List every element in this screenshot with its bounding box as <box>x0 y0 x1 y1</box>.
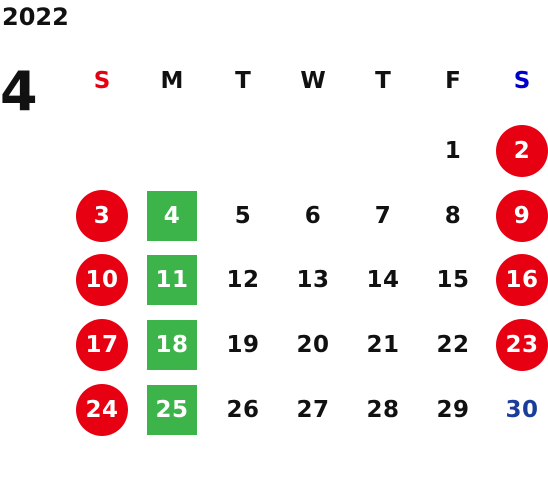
date-number: 30 <box>505 396 539 423</box>
date-cell-9[interactable]: 9 <box>487 190 548 242</box>
date-cell-30[interactable]: 30 <box>487 384 548 436</box>
date-cell-5[interactable]: 5 <box>208 190 278 242</box>
date-cell-2[interactable]: 2 <box>487 125 548 177</box>
date-cell-11[interactable]: 11 <box>137 254 207 306</box>
date-cell-3[interactable]: 3 <box>67 190 137 242</box>
date-number: 6 <box>304 202 322 229</box>
date-number: 9 <box>513 202 531 229</box>
date-cell-26[interactable]: 26 <box>208 384 278 436</box>
date-number: 4 <box>163 202 181 229</box>
date-cell-10[interactable]: 10 <box>67 254 137 306</box>
date-cell-13[interactable]: 13 <box>278 254 348 306</box>
highlight-square: 4 <box>147 191 197 241</box>
date-number: 13 <box>296 266 330 293</box>
date-cell-12[interactable]: 12 <box>208 254 278 306</box>
date-cell-24[interactable]: 24 <box>67 384 137 436</box>
date-cell-4[interactable]: 4 <box>137 190 207 242</box>
date-cell-1[interactable]: 1 <box>418 125 488 177</box>
date-number: 23 <box>505 331 539 358</box>
date-cell-23[interactable]: 23 <box>487 319 548 371</box>
holiday-circle: 10 <box>76 254 128 306</box>
date-number: 15 <box>436 266 470 293</box>
date-number: 8 <box>444 202 462 229</box>
highlight-square: 18 <box>147 320 197 370</box>
date-cell-17[interactable]: 17 <box>67 319 137 371</box>
date-number: 24 <box>85 396 119 423</box>
weekday-friday: F <box>445 68 461 94</box>
date-cell-7[interactable]: 7 <box>348 190 418 242</box>
date-number: 11 <box>155 266 189 293</box>
holiday-circle: 3 <box>76 190 128 242</box>
date-number: 3 <box>93 202 111 229</box>
holiday-circle: 2 <box>496 125 548 177</box>
date-cell-16[interactable]: 16 <box>487 254 548 306</box>
date-number: 5 <box>234 202 252 229</box>
date-number: 26 <box>226 396 260 423</box>
date-number: 27 <box>296 396 330 423</box>
date-cell-25[interactable]: 25 <box>137 384 207 436</box>
date-cell-8[interactable]: 8 <box>418 190 488 242</box>
highlight-square: 11 <box>147 255 197 305</box>
date-number: 19 <box>226 331 260 358</box>
date-number: 12 <box>226 266 260 293</box>
date-number: 7 <box>374 202 392 229</box>
holiday-circle: 17 <box>76 319 128 371</box>
weekday-monday: M <box>160 68 184 94</box>
date-cell-29[interactable]: 29 <box>418 384 488 436</box>
holiday-circle: 16 <box>496 254 548 306</box>
date-cell-28[interactable]: 28 <box>348 384 418 436</box>
date-number: 17 <box>85 331 119 358</box>
date-cell-6[interactable]: 6 <box>278 190 348 242</box>
date-number: 20 <box>296 331 330 358</box>
date-number: 18 <box>155 331 189 358</box>
weekday-wednesday: W <box>300 68 326 94</box>
holiday-circle: 23 <box>496 319 548 371</box>
date-cell-18[interactable]: 18 <box>137 319 207 371</box>
weekday-tuesday: T <box>235 68 251 94</box>
date-number: 21 <box>366 331 400 358</box>
date-number: 16 <box>505 266 539 293</box>
date-number: 28 <box>366 396 400 423</box>
date-number: 2 <box>513 137 531 164</box>
date-number: 10 <box>85 266 119 293</box>
year-label: 2022 <box>2 3 69 31</box>
date-cell-20[interactable]: 20 <box>278 319 348 371</box>
date-number: 1 <box>444 137 462 164</box>
date-cell-27[interactable]: 27 <box>278 384 348 436</box>
date-number: 14 <box>366 266 400 293</box>
weekday-sunday: S <box>93 68 111 94</box>
date-number: 25 <box>155 396 189 423</box>
date-cell-15[interactable]: 15 <box>418 254 488 306</box>
highlight-square: 25 <box>147 385 197 435</box>
holiday-circle: 24 <box>76 384 128 436</box>
weekday-thursday: T <box>375 68 391 94</box>
date-number: 29 <box>436 396 470 423</box>
holiday-circle: 9 <box>496 190 548 242</box>
date-cell-22[interactable]: 22 <box>418 319 488 371</box>
weekday-saturday: S <box>513 68 531 94</box>
date-cell-21[interactable]: 21 <box>348 319 418 371</box>
month-number: 4 <box>0 60 38 123</box>
date-cell-19[interactable]: 19 <box>208 319 278 371</box>
date-cell-14[interactable]: 14 <box>348 254 418 306</box>
date-number: 22 <box>436 331 470 358</box>
